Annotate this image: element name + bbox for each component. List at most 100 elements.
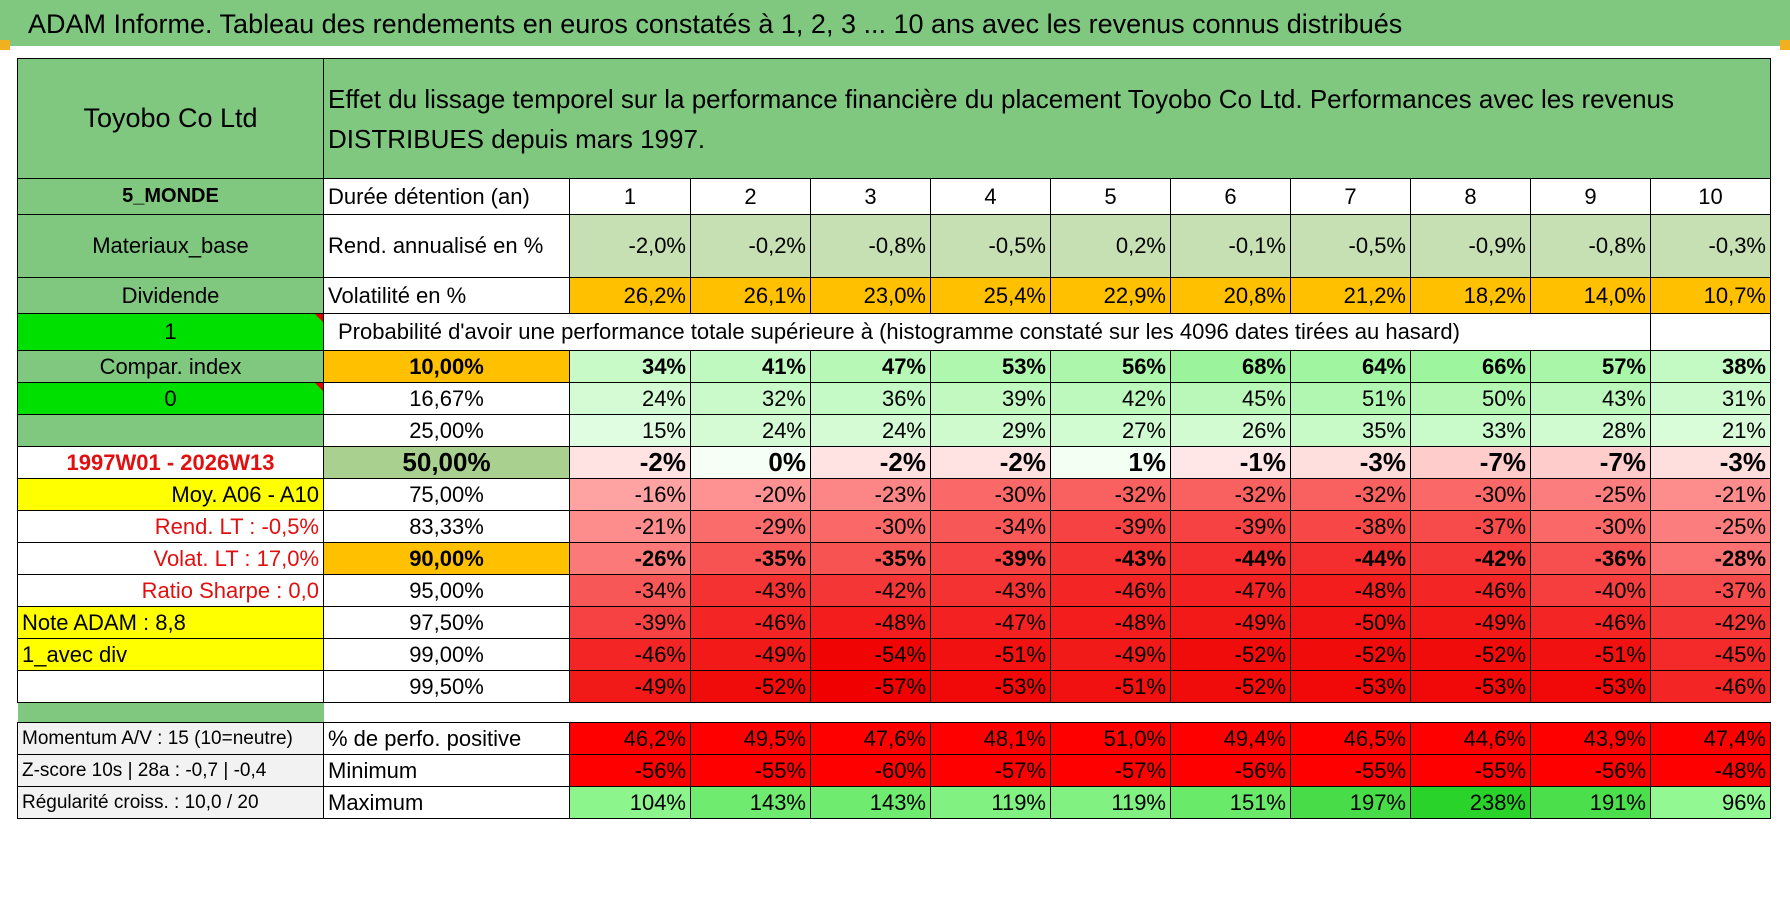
rend-cell: -0,3% (1650, 214, 1771, 278)
max-cell: 191% (1530, 786, 1651, 819)
year-cell: 1 (569, 178, 691, 215)
probability-cell: -37% (1650, 574, 1771, 607)
vol-cell: 25,4% (930, 277, 1051, 314)
probability-cell: -34% (569, 574, 691, 607)
rend-lt-label: Rend. LT : -0,5% (17, 510, 324, 543)
probability-cell: -32% (1050, 478, 1171, 511)
probability-cell: -52% (1410, 638, 1531, 671)
year-cell: 9 (1530, 178, 1651, 215)
probability-cell: -42% (1650, 606, 1771, 639)
probability-cell: 26% (1170, 414, 1291, 447)
probability-cell: 41% (690, 350, 811, 383)
pos-cell: 48,1% (930, 722, 1051, 755)
probability-cell: 39% (930, 382, 1051, 415)
moy-label: Moy. A06 - A10 (17, 478, 324, 511)
company-name: Toyobo Co Ltd (17, 58, 324, 179)
description-text: Effet du lissage temporel sur la perform… (323, 58, 1771, 179)
probability-cell: -39% (569, 606, 691, 639)
probability-threshold: 50,00% (323, 446, 570, 479)
pos-cell: 49,5% (690, 722, 811, 755)
probability-row: Volat. LT : 17,0% 90,00% -26% -35% -35% -39% -… (17, 542, 1771, 575)
probability-cell: -44% (1170, 542, 1291, 575)
probability-cell: -50% (1290, 606, 1411, 639)
probability-cell: -35% (690, 542, 811, 575)
vol-cell: 14,0% (1530, 277, 1651, 314)
summary-row: Z-score 10s | 28a : -0,7 | -0,4 Minimum -5… (17, 754, 1771, 787)
max-cell: 238% (1410, 786, 1531, 819)
min-cell: -48% (1650, 754, 1771, 787)
probability-cell: -48% (1050, 606, 1171, 639)
probability-cell: -36% (1530, 542, 1651, 575)
probability-cell: 24% (569, 382, 691, 415)
pos-label: % de perfo. positive (323, 722, 570, 755)
probability-cell: -30% (810, 510, 931, 543)
rend-cell: -0,2% (690, 214, 811, 278)
probability-cell: -51% (1530, 638, 1651, 671)
pos-cell: 49,4% (1170, 722, 1291, 755)
probability-cell: -49% (1170, 606, 1291, 639)
probability-cell: -25% (1650, 510, 1771, 543)
probability-cell: 53% (930, 350, 1051, 383)
rend-cell: -0,8% (1530, 214, 1651, 278)
year-cell: 10 (1650, 178, 1771, 215)
min-label: Minimum (323, 754, 570, 787)
probability-threshold: 10,00% (323, 350, 570, 383)
probability-cell: 35% (1290, 414, 1411, 447)
rend-cell: 0,2% (1050, 214, 1171, 278)
probability-threshold: 99,00% (323, 638, 570, 671)
flag-zero[interactable]: 0 (17, 382, 324, 415)
probability-cell: -43% (690, 574, 811, 607)
min-cell: -56% (569, 754, 691, 787)
probability-threshold: 83,33% (323, 510, 570, 543)
probability-threshold: 90,00% (323, 542, 570, 575)
year-cell: 4 (930, 178, 1051, 215)
probability-row: 99,50% -49% -52% -57% -53% -51% -52% -53% -53% -5… (17, 670, 1771, 703)
year-cell: 6 (1170, 178, 1291, 215)
year-cell: 8 (1410, 178, 1531, 215)
probability-cell: 38% (1650, 350, 1771, 383)
probability-cell: -52% (1170, 670, 1291, 703)
probability-cell: -32% (1170, 478, 1291, 511)
vol-label: Volatilité en % (323, 277, 570, 314)
vol-cell: 10,7% (1650, 277, 1771, 314)
vol-cell: 20,8% (1170, 277, 1291, 314)
min-cell: -57% (930, 754, 1051, 787)
empty-green-cell (17, 414, 324, 447)
region-label: 5_MONDE (17, 178, 324, 215)
probability-cell: 50% (1410, 382, 1531, 415)
year-cell: 2 (690, 178, 811, 215)
sharpe-label: Ratio Sharpe : 0,0 (17, 574, 324, 607)
probability-cell: -49% (1410, 606, 1531, 639)
min-cell: -60% (810, 754, 931, 787)
probability-cell: -40% (1530, 574, 1651, 607)
probability-cell: 27% (1050, 414, 1171, 447)
probability-cell: -53% (1290, 670, 1411, 703)
probability-row: 0 16,67% 24% 32% 36% 39% 42% 45% 51% 50% 43% 31% (17, 382, 1771, 415)
probability-cell: -44% (1290, 542, 1411, 575)
spacer-row (17, 702, 1771, 723)
probability-row: Compar. index 10,00% 34% 41% 47% 53% 56% 68% 64%… (17, 350, 1771, 383)
probability-cell: -39% (1050, 510, 1171, 543)
min-cell: -55% (1410, 754, 1531, 787)
max-cell: 143% (810, 786, 931, 819)
probability-cell: -30% (930, 478, 1051, 511)
probability-cell: -52% (1170, 638, 1291, 671)
max-cell: 96% (1650, 786, 1771, 819)
flag-one[interactable]: 1 (17, 313, 324, 351)
probability-cell: -53% (1410, 670, 1531, 703)
year-cell: 7 (1290, 178, 1411, 215)
dividend-label: Dividende (17, 277, 324, 314)
pos-cell: 51,0% (1050, 722, 1171, 755)
pos-cell: 44,6% (1410, 722, 1531, 755)
probability-cell: -3% (1290, 446, 1411, 479)
probability-cell: -39% (1170, 510, 1291, 543)
probability-row: Note ADAM : 8,8 97,50% -39% -46% -48% -47% -48… (17, 606, 1771, 639)
probability-cell: 1% (1050, 446, 1171, 479)
max-label: Maximum (323, 786, 570, 819)
probability-cell: -47% (1170, 574, 1291, 607)
min-cell: -56% (1530, 754, 1651, 787)
probability-cell: -51% (930, 638, 1051, 671)
empty-cell (1650, 313, 1771, 351)
probability-cell: -46% (1530, 606, 1651, 639)
probability-cell: -16% (569, 478, 691, 511)
